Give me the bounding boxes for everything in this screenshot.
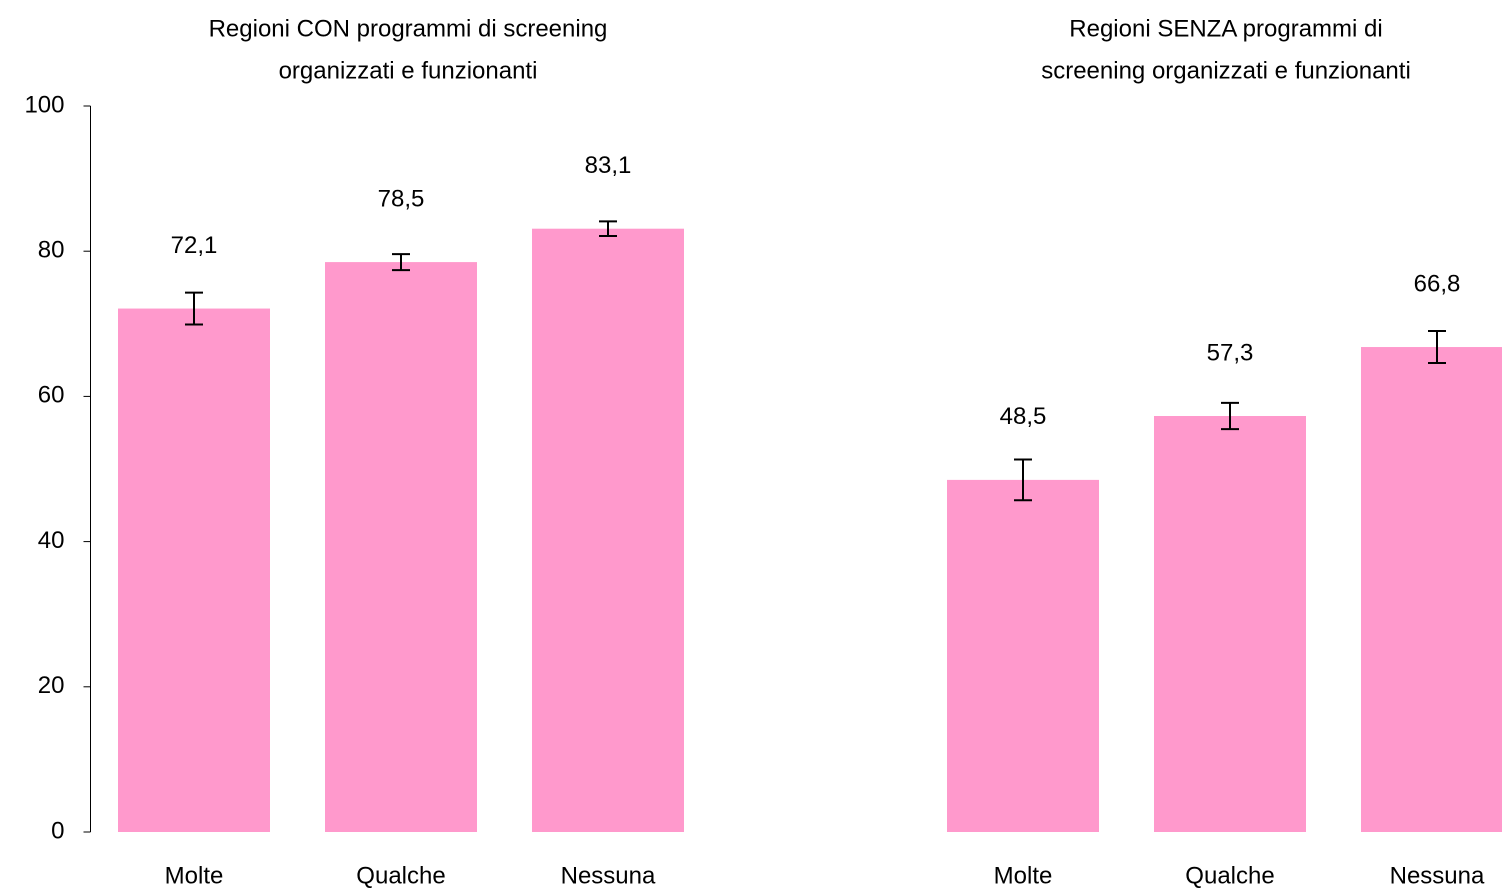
value-label: 72,1 (171, 232, 218, 259)
value-label: 48,5 (1000, 403, 1047, 430)
value-label: 78,5 (378, 185, 425, 212)
bar (947, 479, 1099, 832)
y-tick-label: 20 (38, 672, 65, 699)
chart-title: Regioni SENZA programmi di (1069, 15, 1382, 42)
x-tick-label: Nessuna (561, 862, 656, 889)
y-tick-label: 0 (51, 817, 64, 844)
x-tick-label: Qualche (1185, 862, 1274, 889)
value-label: 83,1 (585, 152, 632, 179)
chart-title: organizzati e funzionanti (279, 57, 538, 84)
value-label: 66,8 (1414, 270, 1461, 297)
bar (1361, 347, 1502, 832)
y-tick-label: 60 (38, 382, 65, 409)
y-tick-label: 80 (38, 237, 65, 264)
x-tick-label: Molte (165, 862, 224, 889)
bar (118, 308, 270, 833)
y-tick-label: 40 (38, 527, 65, 554)
x-tick-label: Nessuna (1390, 862, 1485, 889)
value-label: 57,3 (1207, 339, 1254, 366)
y-tick-label: 100 (24, 91, 64, 118)
bar (325, 262, 477, 833)
x-tick-label: Qualche (356, 862, 445, 889)
bar (532, 228, 684, 833)
x-tick-label: Molte (994, 862, 1053, 889)
chart-title: Regioni CON programmi di screening (209, 15, 608, 42)
bar (1154, 416, 1306, 832)
chart-title: screening organizzati e funzionanti (1041, 57, 1411, 84)
